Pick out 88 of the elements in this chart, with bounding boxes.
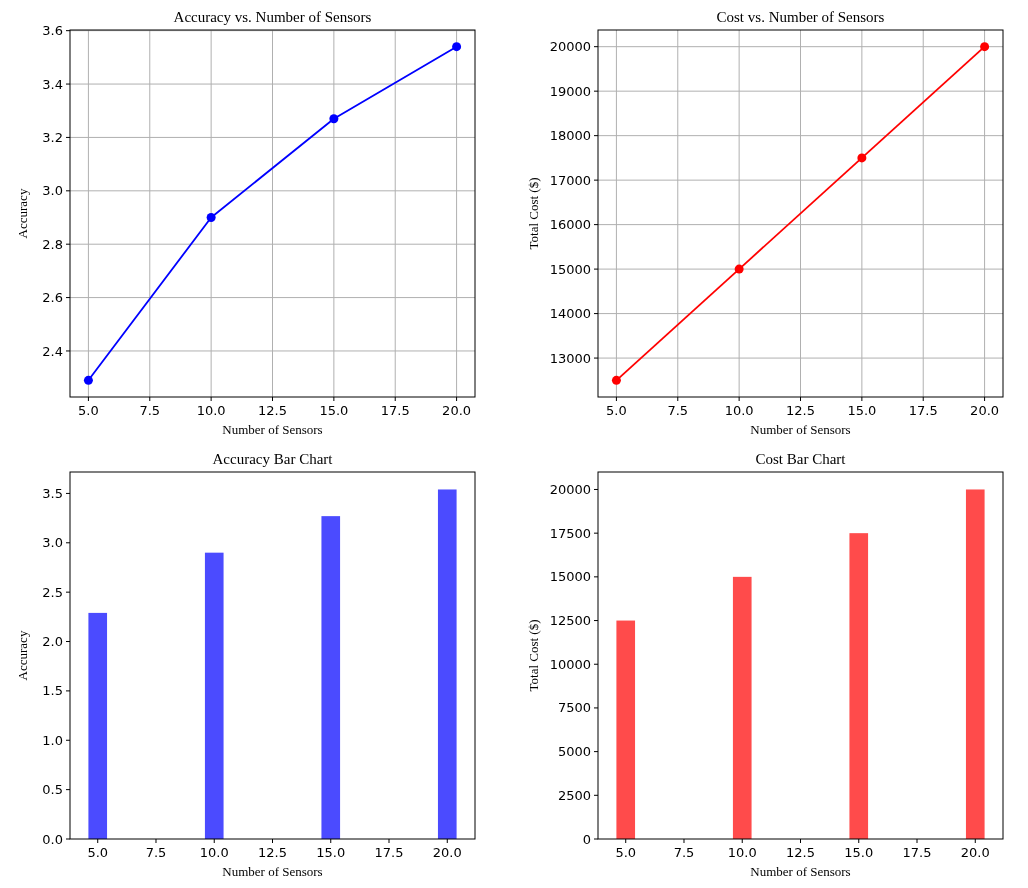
- x-tick-label: 15.0: [844, 845, 874, 860]
- y-tick-label: 0.0: [42, 831, 63, 847]
- y-tick-label: 20000: [549, 39, 591, 55]
- y-tick-label: 16000: [549, 217, 591, 233]
- x-tick-label: 5.0: [78, 403, 99, 418]
- y-tick-label: 15000: [549, 569, 591, 585]
- y-tick-label: 7500: [557, 700, 591, 716]
- y-tick-label: 2.4: [42, 343, 63, 359]
- x-tick-label: 17.5: [902, 845, 932, 860]
- bar: [732, 576, 752, 839]
- bar: [616, 620, 636, 839]
- x-tick-label: 12.5: [258, 403, 287, 418]
- x-axis-title: Number of Sensors: [222, 422, 323, 437]
- y-tick-label: 20000: [549, 482, 591, 498]
- point: [329, 114, 339, 124]
- y-tick-label: 3.4: [42, 76, 63, 92]
- bar: [204, 552, 224, 839]
- point: [206, 213, 216, 222]
- point: [452, 42, 462, 52]
- bar: [965, 489, 985, 839]
- x-tick-label: 12.5: [786, 845, 815, 860]
- x-tick-label: 12.5: [786, 403, 815, 418]
- y-tick-label: 2.0: [42, 634, 63, 650]
- y-tick-label: 17500: [549, 525, 591, 541]
- point: [734, 264, 744, 274]
- y-tick-label: 3.0: [42, 535, 63, 551]
- x-tick-label: 20.0: [970, 403, 1000, 418]
- x-tick-label: 5.0: [615, 845, 637, 860]
- chart-title: Cost vs. Number of Sensors: [716, 9, 885, 25]
- y-tick-label: 1.5: [42, 683, 63, 699]
- y-tick-label: 3.0: [42, 183, 63, 199]
- x-tick-label: 15.0: [319, 403, 349, 418]
- x-tick-label: 17.5: [374, 845, 404, 860]
- y-tick-label: 3.6: [42, 23, 63, 39]
- y-tick-label: 2.5: [42, 584, 63, 600]
- y-tick-label: 12500: [549, 613, 591, 629]
- x-tick-label: 5.0: [606, 403, 627, 418]
- x-tick-label: 17.5: [908, 403, 938, 418]
- x-tick-label: 10.0: [199, 845, 229, 860]
- y-tick-label: 3.5: [42, 485, 63, 501]
- y-axis-title: Total Cost ($): [525, 619, 541, 692]
- point: [611, 375, 621, 385]
- bar: [849, 533, 869, 839]
- x-tick-label: 7.5: [673, 845, 695, 860]
- chart-title: Cost Bar Chart: [755, 451, 847, 467]
- y-axis-title: Total Cost ($): [525, 177, 541, 250]
- x-axis-title: Number of Sensors: [750, 864, 851, 879]
- y-tick-label: 13000: [549, 350, 591, 366]
- y-tick-label: 19000: [549, 83, 591, 99]
- point: [857, 153, 867, 163]
- x-tick-label: 12.5: [258, 845, 287, 860]
- x-tick-label: 7.5: [139, 403, 161, 418]
- y-tick-label: 18000: [549, 128, 591, 144]
- y-tick-label: 14000: [549, 306, 591, 322]
- point: [980, 42, 990, 52]
- x-tick-label: 20.0: [960, 845, 990, 860]
- x-tick-label: 10.0: [724, 403, 754, 418]
- chart-title: Accuracy Bar Chart: [212, 451, 334, 467]
- x-tick-label: 7.5: [145, 845, 167, 860]
- y-tick-label: 1.0: [42, 732, 63, 748]
- y-tick-label: 2.8: [42, 236, 63, 252]
- x-tick-label: 20.0: [442, 403, 472, 418]
- y-tick-label: 0.5: [42, 782, 63, 798]
- y-tick-label: 0: [582, 831, 591, 847]
- x-tick-label: 17.5: [380, 403, 410, 418]
- y-tick-label: 3.2: [42, 129, 63, 145]
- bar: [88, 612, 108, 839]
- y-axis-title: Accuracy: [14, 630, 30, 681]
- y-tick-label: 2500: [557, 787, 591, 803]
- x-tick-label: 10.0: [196, 403, 226, 418]
- y-tick-label: 10000: [549, 656, 591, 672]
- y-tick-label: 15000: [549, 261, 591, 277]
- bar: [437, 489, 457, 839]
- y-tick-label: 5000: [557, 744, 591, 760]
- x-tick-label: 20.0: [432, 845, 462, 860]
- x-tick-label: 5.0: [87, 845, 109, 860]
- bar: [321, 516, 341, 839]
- x-axis-title: Number of Sensors: [222, 864, 323, 879]
- y-axis-title: Accuracy: [14, 188, 30, 239]
- y-tick-label: 17000: [549, 172, 591, 188]
- x-tick-label: 15.0: [316, 845, 346, 860]
- x-axis-title: Number of Sensors: [750, 422, 851, 437]
- x-tick-label: 7.5: [667, 403, 689, 418]
- chart-title: Accuracy vs. Number of Sensors: [173, 9, 372, 25]
- x-tick-label: 10.0: [727, 845, 757, 860]
- y-tick-label: 2.6: [42, 290, 63, 306]
- point: [83, 375, 93, 385]
- x-tick-label: 15.0: [847, 403, 877, 418]
